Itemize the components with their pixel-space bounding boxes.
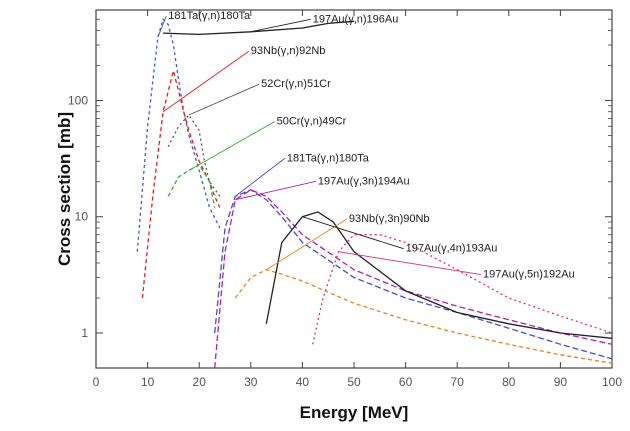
annotation-arrow bbox=[188, 83, 260, 116]
plot-frame bbox=[95, 9, 613, 369]
x-tick-label: 0 bbox=[93, 375, 100, 389]
x-tick-label: 100 bbox=[602, 375, 622, 389]
x-tick-label: 40 bbox=[296, 375, 310, 389]
series-line bbox=[163, 20, 355, 36]
annotation-arrow bbox=[235, 180, 316, 201]
annotation-label: 50Cr(γ,n)49Cr bbox=[277, 116, 347, 128]
annotation-arrows bbox=[157, 16, 482, 275]
annotation-arrow bbox=[250, 18, 311, 33]
y-tick-label: 1 bbox=[81, 326, 88, 340]
series-line bbox=[214, 189, 613, 369]
y-axis-title: Cross section [mb] bbox=[55, 112, 74, 266]
annotation-label: 197Au(γ,3n)194Au bbox=[318, 175, 410, 187]
series-line bbox=[265, 211, 613, 339]
annotation-arrow bbox=[302, 216, 404, 250]
annotation-arrow bbox=[162, 50, 250, 113]
x-tick-label: 60 bbox=[399, 375, 413, 389]
x-tick-label: 10 bbox=[141, 375, 155, 389]
annotation-labels: 181Ta(γ,n)180Ta 197Au(γ,n)196Au 93Nb(γ,n)9… bbox=[168, 10, 574, 280]
annotation-label: 181Ta(γ,n)180Ta bbox=[168, 10, 251, 22]
annotation-label: 197Au(γ,n)196Au bbox=[313, 13, 399, 25]
series-line bbox=[167, 163, 216, 208]
annotation-label: 181Ta(γ,n)180Ta bbox=[287, 152, 370, 164]
series-line bbox=[234, 269, 613, 364]
y-tick-label: 10 bbox=[75, 210, 89, 224]
y-tick-label: 100 bbox=[68, 93, 88, 107]
x-tick-label: 80 bbox=[502, 375, 516, 389]
annotation-label: 52Cr(γ,n)51Cr bbox=[261, 78, 331, 90]
annotation-label: 93Nb(γ,3n)90Nb bbox=[349, 213, 430, 225]
annotation-arrow bbox=[235, 157, 286, 197]
annotation-arrow bbox=[188, 121, 275, 171]
x-tick-label: 90 bbox=[554, 375, 568, 389]
series-line bbox=[214, 189, 613, 360]
series-layer bbox=[136, 17, 613, 369]
annotation-arrow bbox=[266, 218, 348, 271]
x-tick-label: 70 bbox=[451, 375, 465, 389]
annotation-arrow bbox=[157, 16, 167, 38]
series-line bbox=[167, 113, 221, 197]
series-line bbox=[312, 234, 613, 345]
annotation-label: 93Nb(γ,n)92Nb bbox=[251, 45, 326, 57]
x-axis-title: Energy [MeV] bbox=[300, 403, 409, 422]
x-tick-label: 50 bbox=[347, 375, 361, 389]
series-line bbox=[141, 70, 221, 299]
series-line bbox=[136, 17, 221, 252]
x-tick-label: 30 bbox=[244, 375, 258, 389]
x-tick-label: 20 bbox=[193, 375, 207, 389]
annotation-arrow bbox=[338, 251, 482, 275]
annotation-label: 197Au(γ,5n)192Au bbox=[483, 269, 575, 281]
annotation-label: 197Au(γ,4n)193Au bbox=[406, 243, 498, 255]
